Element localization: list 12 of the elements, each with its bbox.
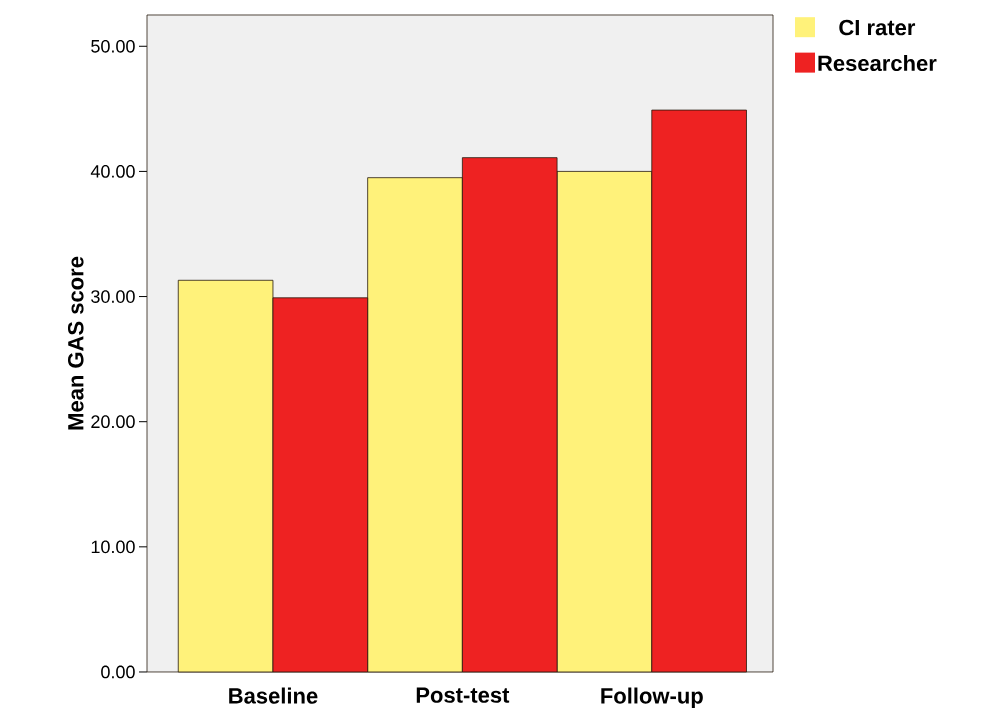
x-tick-label: Post-test: [416, 687, 510, 703]
y-tick-label: 20.00: [91, 415, 135, 429]
x-tick-label: Baseline: [229, 687, 318, 704]
x-tick-label: Follow-up: [601, 687, 703, 709]
y-tick-label: 50.00: [91, 39, 135, 53]
y-tick-label: 40.00: [90, 165, 135, 178]
legend-label: Researcher: [818, 54, 937, 72]
y-tick-label: 10.00: [91, 540, 135, 554]
y-tick-label: 0.00: [101, 665, 135, 679]
legend-label: CI rater: [839, 19, 916, 36]
y-tick-label: 30.00: [91, 290, 135, 303]
y-axis-title: Mean GAS score: [67, 256, 84, 430]
